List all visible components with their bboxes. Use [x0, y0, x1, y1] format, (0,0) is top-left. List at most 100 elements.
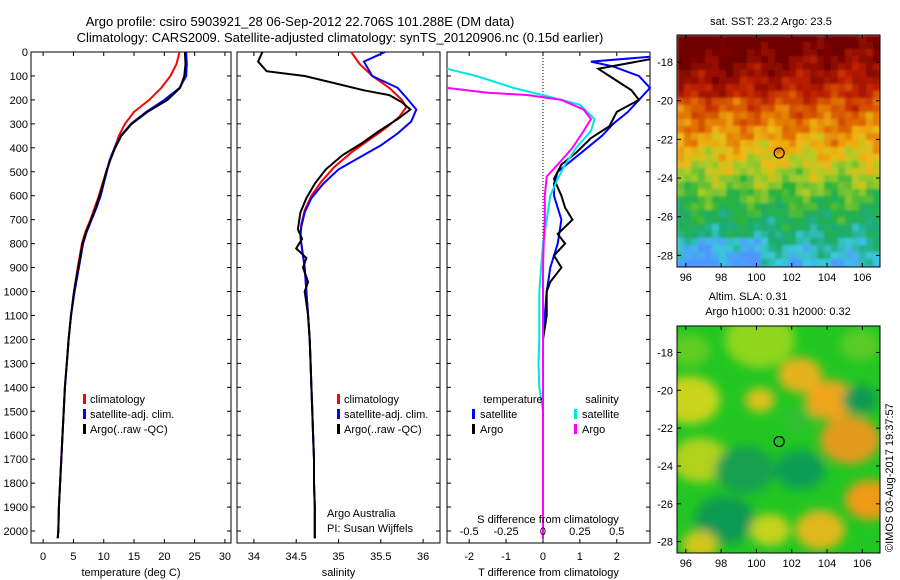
depth-tick-label: 700 — [10, 215, 28, 227]
temperature-profile-frame — [30, 51, 232, 544]
map-xtick-label: 98 — [715, 558, 727, 570]
legend-swatch — [83, 394, 86, 404]
sla-map-title-2: Argo h1000: 0.31 h2000: 0.32 — [705, 306, 851, 318]
s-diff-tick-label: 0.5 — [609, 526, 624, 538]
map-ytick-label: -26 — [657, 499, 673, 511]
imos-timestamp: ©IMOS 03-Aug-2017 19:37:57 — [884, 403, 896, 552]
header-line-2: Climatology: CARS2009. Satellite-adjuste… — [77, 30, 604, 45]
temperature-profile-xtick-label: 0 — [40, 551, 46, 563]
depth-tick-label: 0 — [22, 47, 28, 59]
legend-label: satellite-adj. clim. — [344, 409, 428, 421]
map-xtick-label: 100 — [747, 272, 765, 284]
legend-label: Argo(..raw -QC) — [344, 424, 422, 436]
difference-profile-xlabel: T difference from climatology — [478, 567, 619, 579]
difference-profile-frame — [446, 51, 651, 544]
map-ytick-label: -20 — [657, 385, 673, 397]
legend-swatch — [337, 394, 340, 404]
legend-swatch — [83, 409, 86, 419]
depth-tick-label: 1500 — [4, 406, 28, 418]
depth-tick-label: 800 — [10, 239, 28, 251]
legend-swatch — [574, 409, 577, 419]
depth-tick-label: 1100 — [4, 310, 28, 322]
map-ytick-label: -28 — [657, 250, 673, 262]
map-xtick-label: 102 — [783, 272, 801, 284]
depth-tick-label: 500 — [10, 167, 28, 179]
sla-map-frame — [676, 325, 881, 554]
depth-tick-label: 600 — [10, 191, 28, 203]
legend-label: Argo(..raw -QC) — [90, 424, 168, 436]
legend-swatch — [472, 409, 475, 419]
map-xtick-label: 100 — [747, 558, 765, 570]
map-ytick-label: -24 — [657, 461, 673, 473]
depth-tick-label: 300 — [10, 119, 28, 131]
series-argo-raw-qc- — [56, 51, 187, 539]
salinity-profile-frame — [236, 51, 441, 544]
legend-salinity-title: salinity — [585, 394, 619, 406]
difference-profile-xtick-label: 0 — [540, 551, 546, 563]
difference-panel: -2 -1 0 1 2 T difference from climatology -0.5… — [446, 51, 652, 579]
map-xtick-label: 106 — [853, 558, 871, 570]
map-ytick-label: -20 — [657, 96, 673, 108]
temperature-profile-xtick-label: 10 — [98, 551, 110, 563]
legend-label: Argo — [582, 424, 605, 436]
series-salinity-argo — [446, 86, 593, 539]
s-diff-tick-label: -0.5 — [460, 526, 479, 538]
legend-label: satellite — [582, 409, 619, 421]
sla-map-title-1: Altim. SLA: 0.31 — [709, 291, 788, 303]
map-xtick-label: 96 — [680, 558, 692, 570]
sla-argo-marker — [773, 435, 785, 448]
sst-map: sat. SST: 23.2 Argo: 23.5 96 98 100 102 104 1… — [657, 16, 881, 284]
legend-swatch — [83, 424, 86, 434]
map-xtick-label: 104 — [818, 272, 836, 284]
map-ytick-label: -18 — [657, 57, 673, 69]
argo-australia-label: Argo Australia — [327, 508, 396, 520]
map-ytick-label: -18 — [657, 347, 673, 359]
salinity-profile-xtick-label: 35 — [332, 551, 344, 563]
s-diff-tick-label: 0.25 — [569, 526, 590, 538]
legend-label: satellite — [480, 409, 517, 421]
map-ytick-label: -26 — [657, 212, 673, 224]
map-ytick-label: -22 — [657, 423, 673, 435]
map-xtick-label: 102 — [783, 558, 801, 570]
difference-profile-xtick-label: -1 — [501, 551, 511, 563]
sla-field — [677, 326, 880, 553]
legend-swatch — [472, 424, 475, 434]
salinity-profile-xtick-label: 36 — [417, 551, 429, 563]
temperature-panel: 0100200300400500600700800900100011001200… — [4, 47, 232, 579]
depth-tick-label: 1400 — [4, 382, 28, 394]
temperature-profile-xtick-label: 5 — [70, 551, 76, 563]
map-xtick-label: 98 — [715, 272, 727, 284]
temperature-profile-xtick-label: 20 — [158, 551, 170, 563]
map-ytick-label: -22 — [657, 134, 673, 146]
sla-map: Altim. SLA: 0.31 Argo h1000: 0.31 h2000:… — [657, 291, 881, 570]
difference-profile-xtick-label: -2 — [464, 551, 474, 563]
legend-label: climatology — [344, 394, 400, 406]
temperature-profile-xtick-label: 30 — [219, 551, 231, 563]
legend-temperature-title: temperature — [483, 394, 542, 406]
temperature-profile-xtick-label: 15 — [128, 551, 140, 563]
temperature-profile-xlabel: temperature (deg C) — [81, 567, 180, 579]
s-diff-tick-label: -0.25 — [494, 526, 519, 538]
salinity-profile-xlabel: salinity — [322, 567, 356, 579]
map-xtick-label: 104 — [818, 558, 836, 570]
salinity-profile-xtick-label: 34.5 — [285, 551, 306, 563]
legend-swatch — [337, 409, 340, 419]
depth-tick-label: 400 — [10, 143, 28, 155]
map-xtick-label: 106 — [853, 272, 871, 284]
sst-map-frame — [676, 34, 881, 268]
depth-tick-label: 2000 — [4, 526, 28, 538]
difference-profile-xtick-label: 2 — [614, 551, 620, 563]
depth-tick-label: 1600 — [4, 430, 28, 442]
legend-label: satellite-adj. clim. — [90, 409, 174, 421]
legend-label: climatology — [90, 394, 146, 406]
map-ytick-label: -24 — [657, 173, 673, 185]
legend-swatch — [337, 424, 340, 434]
series-argo-raw-qc- — [256, 51, 412, 539]
salinity-profile-xtick-label: 34 — [248, 551, 260, 563]
salinity-panel: 34 34.5 35 35.5 36 salinity climatology satelli… — [236, 51, 441, 579]
sst-argo-marker — [773, 147, 785, 159]
depth-tick-label: 100 — [10, 71, 28, 83]
legend-swatch — [574, 424, 577, 434]
sst-field — [677, 35, 880, 267]
